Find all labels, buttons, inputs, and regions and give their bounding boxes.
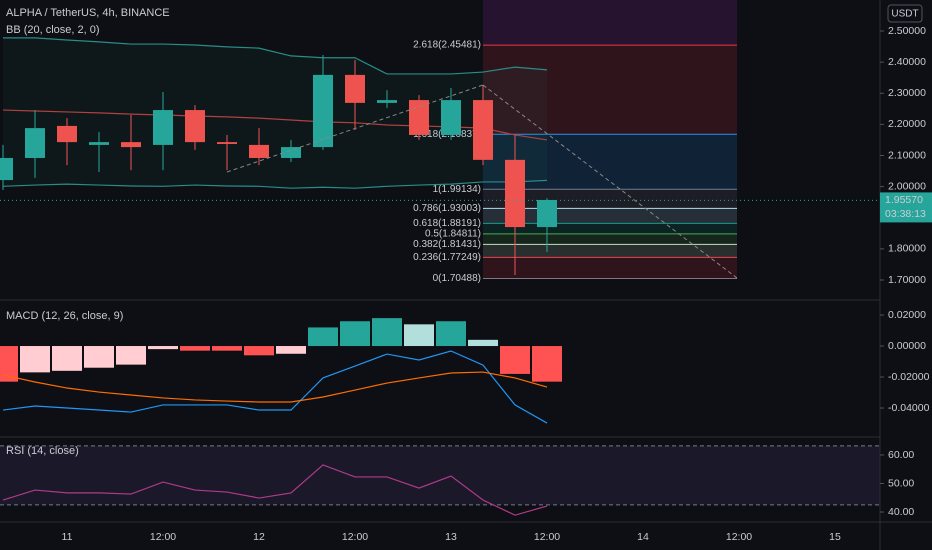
y-tick-label: 0.02000 <box>888 309 926 321</box>
x-tick-label: 13 <box>445 531 457 543</box>
macd-bar <box>212 346 242 351</box>
macd-bar <box>180 346 210 351</box>
countdown-label: 03:38:13 <box>885 208 926 220</box>
macd-bar <box>532 346 562 382</box>
y-tick-label: 2.50000 <box>888 25 926 37</box>
fib-label: 0.618(1.88191) <box>413 218 481 229</box>
y-tick-label: 2.10000 <box>888 149 926 161</box>
macd-bar <box>468 339 498 347</box>
candle-body <box>537 200 557 228</box>
fib-zone-top <box>483 0 737 46</box>
fib-zone <box>483 233 737 245</box>
candle-body <box>153 110 173 145</box>
fib-label: 2.618(2.45481) <box>413 40 481 51</box>
candle-body <box>313 74 333 148</box>
y-tick-label: 60.00 <box>888 449 914 461</box>
y-tick-label: 1.70000 <box>888 274 926 286</box>
y-tick-label: 2.20000 <box>888 118 926 130</box>
fib-label: 0.5(1.84811) <box>425 229 481 240</box>
candle-body <box>89 142 109 145</box>
x-tick-label: 12 <box>253 531 265 543</box>
macd-bar <box>0 346 18 382</box>
y-tick-label: 0.00000 <box>888 340 926 352</box>
last-price-label: 1.95570 <box>885 194 923 206</box>
y-tick-label: 1.80000 <box>888 243 926 255</box>
y-tick-label: 2.30000 <box>888 87 926 99</box>
macd-line <box>2 371 548 403</box>
bb-line <box>2 179 548 189</box>
macd-bar <box>500 346 530 374</box>
candle-body <box>185 110 205 143</box>
candle-body <box>473 100 493 160</box>
rsi-title: RSI (14, close) <box>6 445 79 457</box>
candle-body <box>409 100 429 135</box>
x-tick-label: 12:00 <box>150 531 176 543</box>
y-tick-label: -0.02000 <box>888 371 930 383</box>
macd-bar <box>436 321 466 347</box>
rsi-line <box>2 464 548 516</box>
last-price-box <box>880 192 932 223</box>
candle-body <box>377 100 397 103</box>
x-tick-label: 12:00 <box>726 531 752 543</box>
candle-body <box>121 142 141 148</box>
candle-body <box>217 142 237 144</box>
currency-label[interactable]: USDT <box>891 9 918 20</box>
x-tick-label: 12:00 <box>342 531 368 543</box>
y-tick-label: 40.00 <box>888 506 914 518</box>
fib-label: 0(1.70488) <box>433 273 481 284</box>
fib-label: 1(1.99134) <box>433 184 481 195</box>
candle-body <box>25 128 45 158</box>
macd-bar <box>308 327 338 347</box>
x-tick-label: 15 <box>829 531 841 543</box>
candle-body <box>441 100 461 135</box>
chart-title: ALPHA / TetherUS, 4h, BINANCE <box>6 7 170 19</box>
y-tick-label: 2.00000 <box>888 180 926 192</box>
fib-label: 0.382(1.81431) <box>413 239 481 250</box>
fib-zone <box>483 257 737 279</box>
macd-bar <box>340 321 370 347</box>
y-tick-label: 2.40000 <box>888 56 926 68</box>
candle-body <box>0 157 13 181</box>
fib-trend-line <box>226 84 484 173</box>
fib-zone <box>483 134 737 190</box>
fib-label: 0.786(1.93003) <box>413 203 481 214</box>
bb-title: BB (20, close, 2, 0) <box>6 24 100 36</box>
fib-zone <box>483 45 737 135</box>
candle-body <box>249 144 269 158</box>
x-tick-label: 14 <box>637 531 649 543</box>
macd-bar <box>244 346 274 356</box>
x-tick-label: 12:00 <box>534 531 560 543</box>
fib-zone <box>483 244 737 258</box>
fib-label: 0.236(1.77249) <box>413 252 481 263</box>
candle-body <box>505 159 525 228</box>
macd-bar <box>372 318 402 347</box>
x-tick-label: 11 <box>62 531 73 543</box>
y-tick-label: 50.00 <box>888 477 914 489</box>
fib-zone <box>483 223 737 234</box>
macd-bar <box>404 324 434 347</box>
currency-button[interactable] <box>887 4 923 23</box>
macd-bar <box>52 346 82 371</box>
bb-fill <box>3 37 547 189</box>
macd-title: MACD (12, 26, close, 9) <box>6 310 123 322</box>
macd-bar <box>148 346 178 350</box>
y-tick-label: -0.04000 <box>888 402 930 414</box>
macd-bar <box>20 346 50 373</box>
rsi-band-fill <box>0 445 880 505</box>
macd-bar <box>84 346 114 368</box>
macd-line <box>2 350 548 424</box>
candle-body <box>281 147 301 158</box>
bb-line <box>3 37 548 75</box>
candle-body <box>57 125 77 143</box>
candle-body <box>345 74 365 103</box>
macd-bar <box>276 346 306 354</box>
macd-bar <box>116 346 146 365</box>
